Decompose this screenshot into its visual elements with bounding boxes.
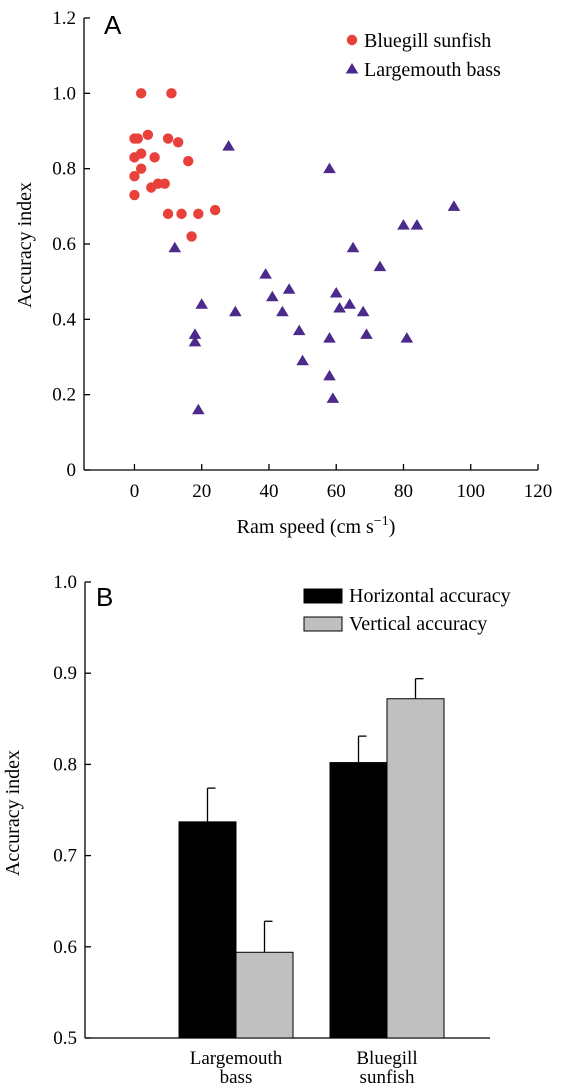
bass-point — [373, 260, 387, 272]
panel-a-y-tick-label: 0.6 — [52, 234, 76, 255]
legend-vertical-swatch — [303, 616, 343, 632]
panel-b-y-tick-label: 0.9 — [53, 663, 77, 684]
legend-horizontal-label: Horizontal accuracy — [349, 585, 511, 607]
bluegill-point — [162, 133, 174, 144]
bluegill-point — [183, 155, 194, 167]
bluegill-point — [186, 231, 197, 242]
bass-point — [410, 219, 424, 230]
bluegill-point — [172, 137, 184, 148]
x-label-end: ) — [389, 516, 396, 538]
panel-a-x-tick-label: 100 — [456, 481, 485, 502]
panel-a-y-tick-label: 0.4 — [52, 309, 76, 330]
bluegill-point — [142, 129, 154, 140]
panel-a-label: A — [104, 10, 122, 40]
panel-a-scatter-chart: A 0 0.2 0.4 0.6 0.8 1.0 1.2 0 20 40 60 80 100 120 Ram… — [14, 8, 552, 538]
bluegill-point — [209, 204, 221, 216]
bass-point — [326, 392, 340, 403]
x-label-superscript: −1 — [374, 514, 389, 529]
panel-b-axes: 0.5 0.6 0.7 0.8 0.9 1.0 — [53, 572, 490, 1049]
bar-horizontal — [329, 762, 388, 1039]
legend-bluegill-label: Bluegill sunfish — [364, 30, 491, 52]
panel-a-x-tick-label: 120 — [524, 481, 553, 502]
bluegill-point — [193, 208, 204, 220]
bass-point — [229, 305, 242, 317]
bass-point — [447, 200, 461, 211]
panel-b-y-tick-label: 1.0 — [53, 572, 77, 593]
legend-bass-marker — [345, 63, 359, 74]
legend-bass-label: Largemouth bass — [364, 59, 501, 81]
panel-a-y-tick-label: 0 — [67, 460, 77, 481]
bass-point — [329, 286, 343, 298]
category-label: bass — [220, 1067, 253, 1088]
bass-point — [343, 298, 356, 309]
panel-a-y-axis-label: Accuracy index — [14, 182, 36, 308]
panel-a-x-tick-label: 20 — [192, 481, 211, 502]
panel-a-x-tick-label: 0 — [130, 481, 140, 502]
bar-vertical — [235, 951, 294, 1039]
bass-point — [276, 305, 289, 317]
bass-point — [346, 241, 360, 253]
bass-point — [400, 332, 414, 343]
panel-b-legend: Horizontal accuracy Vertical accuracy — [303, 585, 511, 635]
panel-a-y-tick-label: 0.8 — [52, 159, 76, 180]
bluegill-point — [146, 182, 157, 193]
bass-point — [323, 369, 336, 381]
bass-point — [323, 332, 336, 343]
bluegill-point — [132, 133, 144, 144]
panel-a-x-axis-label: Ram speed (cm s−1) — [237, 514, 396, 538]
bluegill-point — [135, 163, 147, 174]
bass-point — [188, 335, 202, 347]
x-label-main: Ram speed (cm s — [237, 516, 374, 538]
bass-point — [360, 328, 373, 339]
bass-point — [168, 241, 182, 253]
bass-point — [192, 403, 205, 415]
bluegill-point — [129, 171, 140, 182]
panel-b-y-tick-label: 0.5 — [53, 1028, 77, 1049]
bass-point — [333, 302, 346, 313]
panel-a-x-tick-label: 80 — [394, 481, 413, 502]
bass-point — [356, 305, 370, 317]
panel-b-y-axis-label: Accuracy index — [2, 750, 24, 876]
panel-a-x-tick-label: 60 — [327, 481, 346, 502]
bass-point — [397, 219, 410, 230]
panel-a-y-tick-label: 0.2 — [52, 385, 76, 406]
panel-b-y-tick-label: 0.6 — [53, 937, 77, 958]
bass-point — [292, 324, 306, 336]
bluegill-point — [129, 189, 140, 201]
bluegill-point — [162, 208, 174, 220]
panel-a-axes: 0 0.2 0.4 0.6 0.8 1.0 1.2 0 20 40 60 80 100 120 — [52, 8, 552, 502]
panel-a-marks — [129, 88, 461, 415]
bluegill-point — [135, 148, 147, 159]
panel-a-legend: Bluegill sunfish Largemouth bass — [345, 30, 501, 81]
bass-point — [188, 328, 202, 339]
panel-b-y-tick-label: 0.8 — [53, 754, 77, 775]
bass-point — [323, 162, 336, 174]
category-label: Bluegill — [356, 1048, 417, 1069]
category-label: sunfish — [360, 1067, 415, 1088]
panel-a-y-tick-label: 1.2 — [52, 8, 76, 29]
bass-point — [259, 268, 272, 279]
bluegill-point — [166, 88, 177, 99]
bass-point — [222, 140, 235, 151]
bass-point — [282, 283, 296, 294]
bass-point — [266, 290, 279, 302]
panel-a-y-tick-label: 1.0 — [52, 83, 76, 104]
legend-bluegill-marker — [346, 34, 358, 46]
bass-point — [195, 298, 209, 309]
bluegill-point — [135, 88, 147, 99]
panel-b-label: B — [96, 582, 113, 612]
bar-vertical — [386, 698, 445, 1039]
legend-vertical-label: Vertical accuracy — [349, 613, 487, 635]
panel-a-x-tick-label: 40 — [259, 481, 278, 502]
bluegill-point — [176, 208, 187, 220]
bar-horizontal — [178, 821, 237, 1039]
bluegill-point — [149, 152, 160, 163]
bass-point — [296, 354, 309, 366]
panel-b-y-tick-label: 0.7 — [53, 846, 77, 867]
category-label: Largemouth — [190, 1048, 283, 1069]
legend-horizontal-swatch — [303, 588, 343, 604]
